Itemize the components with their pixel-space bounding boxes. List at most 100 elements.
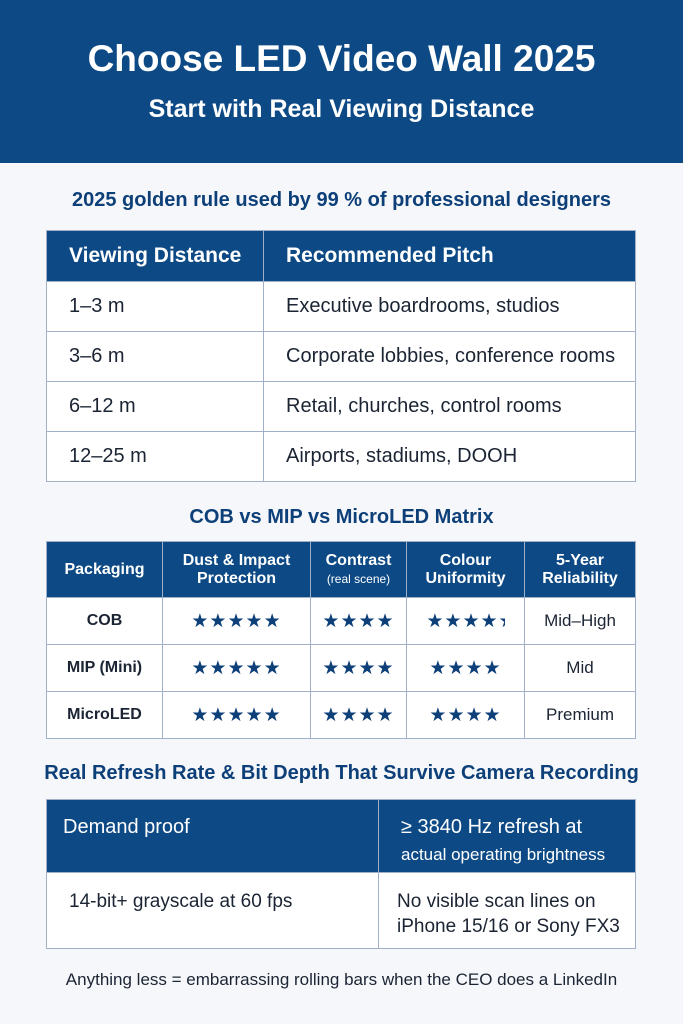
cell: Corporate lobbies, conference rooms bbox=[263, 331, 636, 382]
star-icon: ★ bbox=[227, 657, 246, 679]
star-icon: ★ bbox=[245, 704, 264, 726]
cell: Airports, stadiums, DOOH bbox=[263, 431, 636, 482]
star-icon: ★ bbox=[376, 657, 395, 679]
star-icon: ★ bbox=[483, 704, 502, 726]
star-icon: ★ bbox=[358, 657, 377, 679]
contrast-rating-cell: ★★★★ bbox=[310, 691, 407, 739]
uniformity-rating-cell: ★★★★ bbox=[406, 691, 525, 739]
star-icon: ★ bbox=[483, 657, 502, 679]
packaging-cell: MIP (Mini) bbox=[46, 644, 163, 692]
col-header: Viewing Distance bbox=[46, 230, 264, 282]
reliability-cell: Mid bbox=[524, 644, 636, 692]
col-header: ≥ 3840 Hz refresh at actual operating bri… bbox=[378, 799, 636, 873]
cell: 14-bit+ grayscale at 60 fps bbox=[46, 872, 379, 949]
star-icon: ★ bbox=[209, 657, 228, 679]
page-subtitle: Start with Real Viewing Distance bbox=[148, 95, 535, 123]
col-header: Packaging bbox=[46, 541, 163, 598]
star-rating: ★★★★ bbox=[322, 705, 394, 726]
cell: 6–12 m bbox=[46, 381, 264, 432]
table-row: 3–6 m Corporate lobbies, conference rooms bbox=[46, 331, 636, 382]
star-icon: ★ bbox=[191, 704, 210, 726]
star-icon: ★ bbox=[322, 610, 341, 632]
star-rating: ★★★★★ bbox=[191, 658, 281, 679]
cell: 12–25 m bbox=[46, 431, 264, 482]
star-icon: ★ bbox=[191, 610, 210, 632]
col-header: 5-Year Reliability bbox=[524, 541, 636, 598]
star-icon: ★ bbox=[340, 657, 359, 679]
table-row: COB★★★★★★★★★★★★★★Mid–High bbox=[46, 597, 636, 645]
star-rating: ★★★★ bbox=[322, 611, 394, 632]
star-rating: ★★★★★ bbox=[426, 611, 504, 632]
star-icon: ★ bbox=[209, 610, 228, 632]
star-icon: ★ bbox=[429, 704, 448, 726]
star-rating: ★★★★★ bbox=[191, 611, 281, 632]
star-icon: ★ bbox=[462, 610, 481, 632]
table-row: 12–25 m Airports, stadiums, DOOH bbox=[46, 431, 636, 482]
cell: No visible scan lines on iPhone 15/16 or … bbox=[378, 872, 636, 949]
col-header: Demand proof bbox=[46, 799, 379, 873]
refresh-rate-table: Demand proof ≥ 3840 Hz refresh at actual … bbox=[46, 799, 636, 949]
cell: Retail, churches, control rooms bbox=[263, 381, 636, 432]
star-icon: ★ bbox=[480, 610, 499, 632]
star-icon: ★ bbox=[426, 610, 445, 632]
star-icon: ★ bbox=[376, 610, 395, 632]
section1-title: 2025 golden rule used by 99 % of profess… bbox=[71, 189, 612, 211]
table-row: MIP (Mini) ★★★★★ ★★★★ ★★★★ Mid bbox=[46, 644, 636, 692]
table-row: MicroLED ★★★★★ ★★★★ ★★★★ Premium bbox=[46, 691, 636, 739]
table-row: 14-bit+ grayscale at 60 fps No visible s… bbox=[46, 872, 636, 949]
star-icon: ★ bbox=[322, 657, 341, 679]
table-row: 6–12 m Retail, churches, control rooms bbox=[46, 381, 636, 432]
star-icon: ★ bbox=[245, 657, 264, 679]
col-header: Colour Uniformity bbox=[406, 541, 525, 598]
reliability-cell: Mid–High bbox=[524, 597, 636, 645]
star-icon: ★ bbox=[263, 610, 282, 632]
uniformity-rating-cell: ★★★★ bbox=[406, 644, 525, 692]
star-icon: ★ bbox=[447, 657, 466, 679]
col-header: Contrast (real scene) bbox=[310, 541, 407, 598]
star-icon: ★ bbox=[429, 657, 448, 679]
star-icon: ★ bbox=[322, 704, 341, 726]
col-header: Dust & Impact Protection bbox=[162, 541, 311, 598]
star-icon: ★ bbox=[358, 610, 377, 632]
contrast-rating-cell: ★★★★ bbox=[310, 644, 407, 692]
star-icon: ★ bbox=[263, 657, 282, 679]
star-rating: ★★★★ bbox=[429, 658, 501, 679]
page-title: Choose LED Video Wall 2025 bbox=[87, 38, 596, 79]
contrast-rating-cell: ★★★★ bbox=[310, 597, 407, 645]
packaging-cell: MicroLED bbox=[46, 691, 163, 739]
dust-rating-cell: ★★★★★ bbox=[162, 644, 311, 692]
star-icon: ★ bbox=[340, 610, 359, 632]
header-banner: Choose LED Video Wall 2025 Start with Re… bbox=[0, 0, 683, 163]
star-icon: ★ bbox=[191, 657, 210, 679]
packaging-matrix-table: Packaging Dust & Impact Protection Contra… bbox=[46, 541, 636, 739]
star-icon: ★ bbox=[227, 610, 246, 632]
dust-rating-cell: ★★★★★ bbox=[162, 691, 311, 739]
star-icon: ★ bbox=[358, 704, 377, 726]
reliability-cell: Premium bbox=[524, 691, 636, 739]
dust-rating-cell: ★★★★★ bbox=[162, 597, 311, 645]
table-row: 1–3 m Executive boardrooms, studios bbox=[46, 281, 636, 332]
star-icon: ★ bbox=[209, 704, 228, 726]
cell: 1–3 m bbox=[46, 281, 264, 332]
footer-note: Anything less = embarrassing rolling bar… bbox=[65, 970, 618, 989]
cell: 3–6 m bbox=[46, 331, 264, 382]
uniformity-rating-cell: ★★★★★ bbox=[406, 597, 525, 645]
star-icon: ★ bbox=[263, 704, 282, 726]
star-icon: ★ bbox=[447, 704, 466, 726]
half-star-icon: ★ bbox=[499, 610, 505, 633]
col-header: Recommended Pitch bbox=[263, 230, 636, 282]
star-icon: ★ bbox=[444, 610, 463, 632]
section2-title: COB vs MIP vs MicroLED Matrix bbox=[189, 506, 494, 528]
star-icon: ★ bbox=[465, 704, 484, 726]
star-icon: ★ bbox=[245, 610, 264, 632]
packaging-cell: COB bbox=[46, 597, 163, 645]
star-rating: ★★★★ bbox=[322, 658, 394, 679]
star-rating: ★★★★★ bbox=[191, 705, 281, 726]
section3-title: Real Refresh Rate & Bit Depth That Survi… bbox=[44, 762, 639, 784]
star-rating: ★★★★ bbox=[429, 705, 501, 726]
star-icon: ★ bbox=[340, 704, 359, 726]
star-icon: ★ bbox=[227, 704, 246, 726]
star-icon: ★ bbox=[376, 704, 395, 726]
cell: Executive boardrooms, studios bbox=[263, 281, 636, 332]
